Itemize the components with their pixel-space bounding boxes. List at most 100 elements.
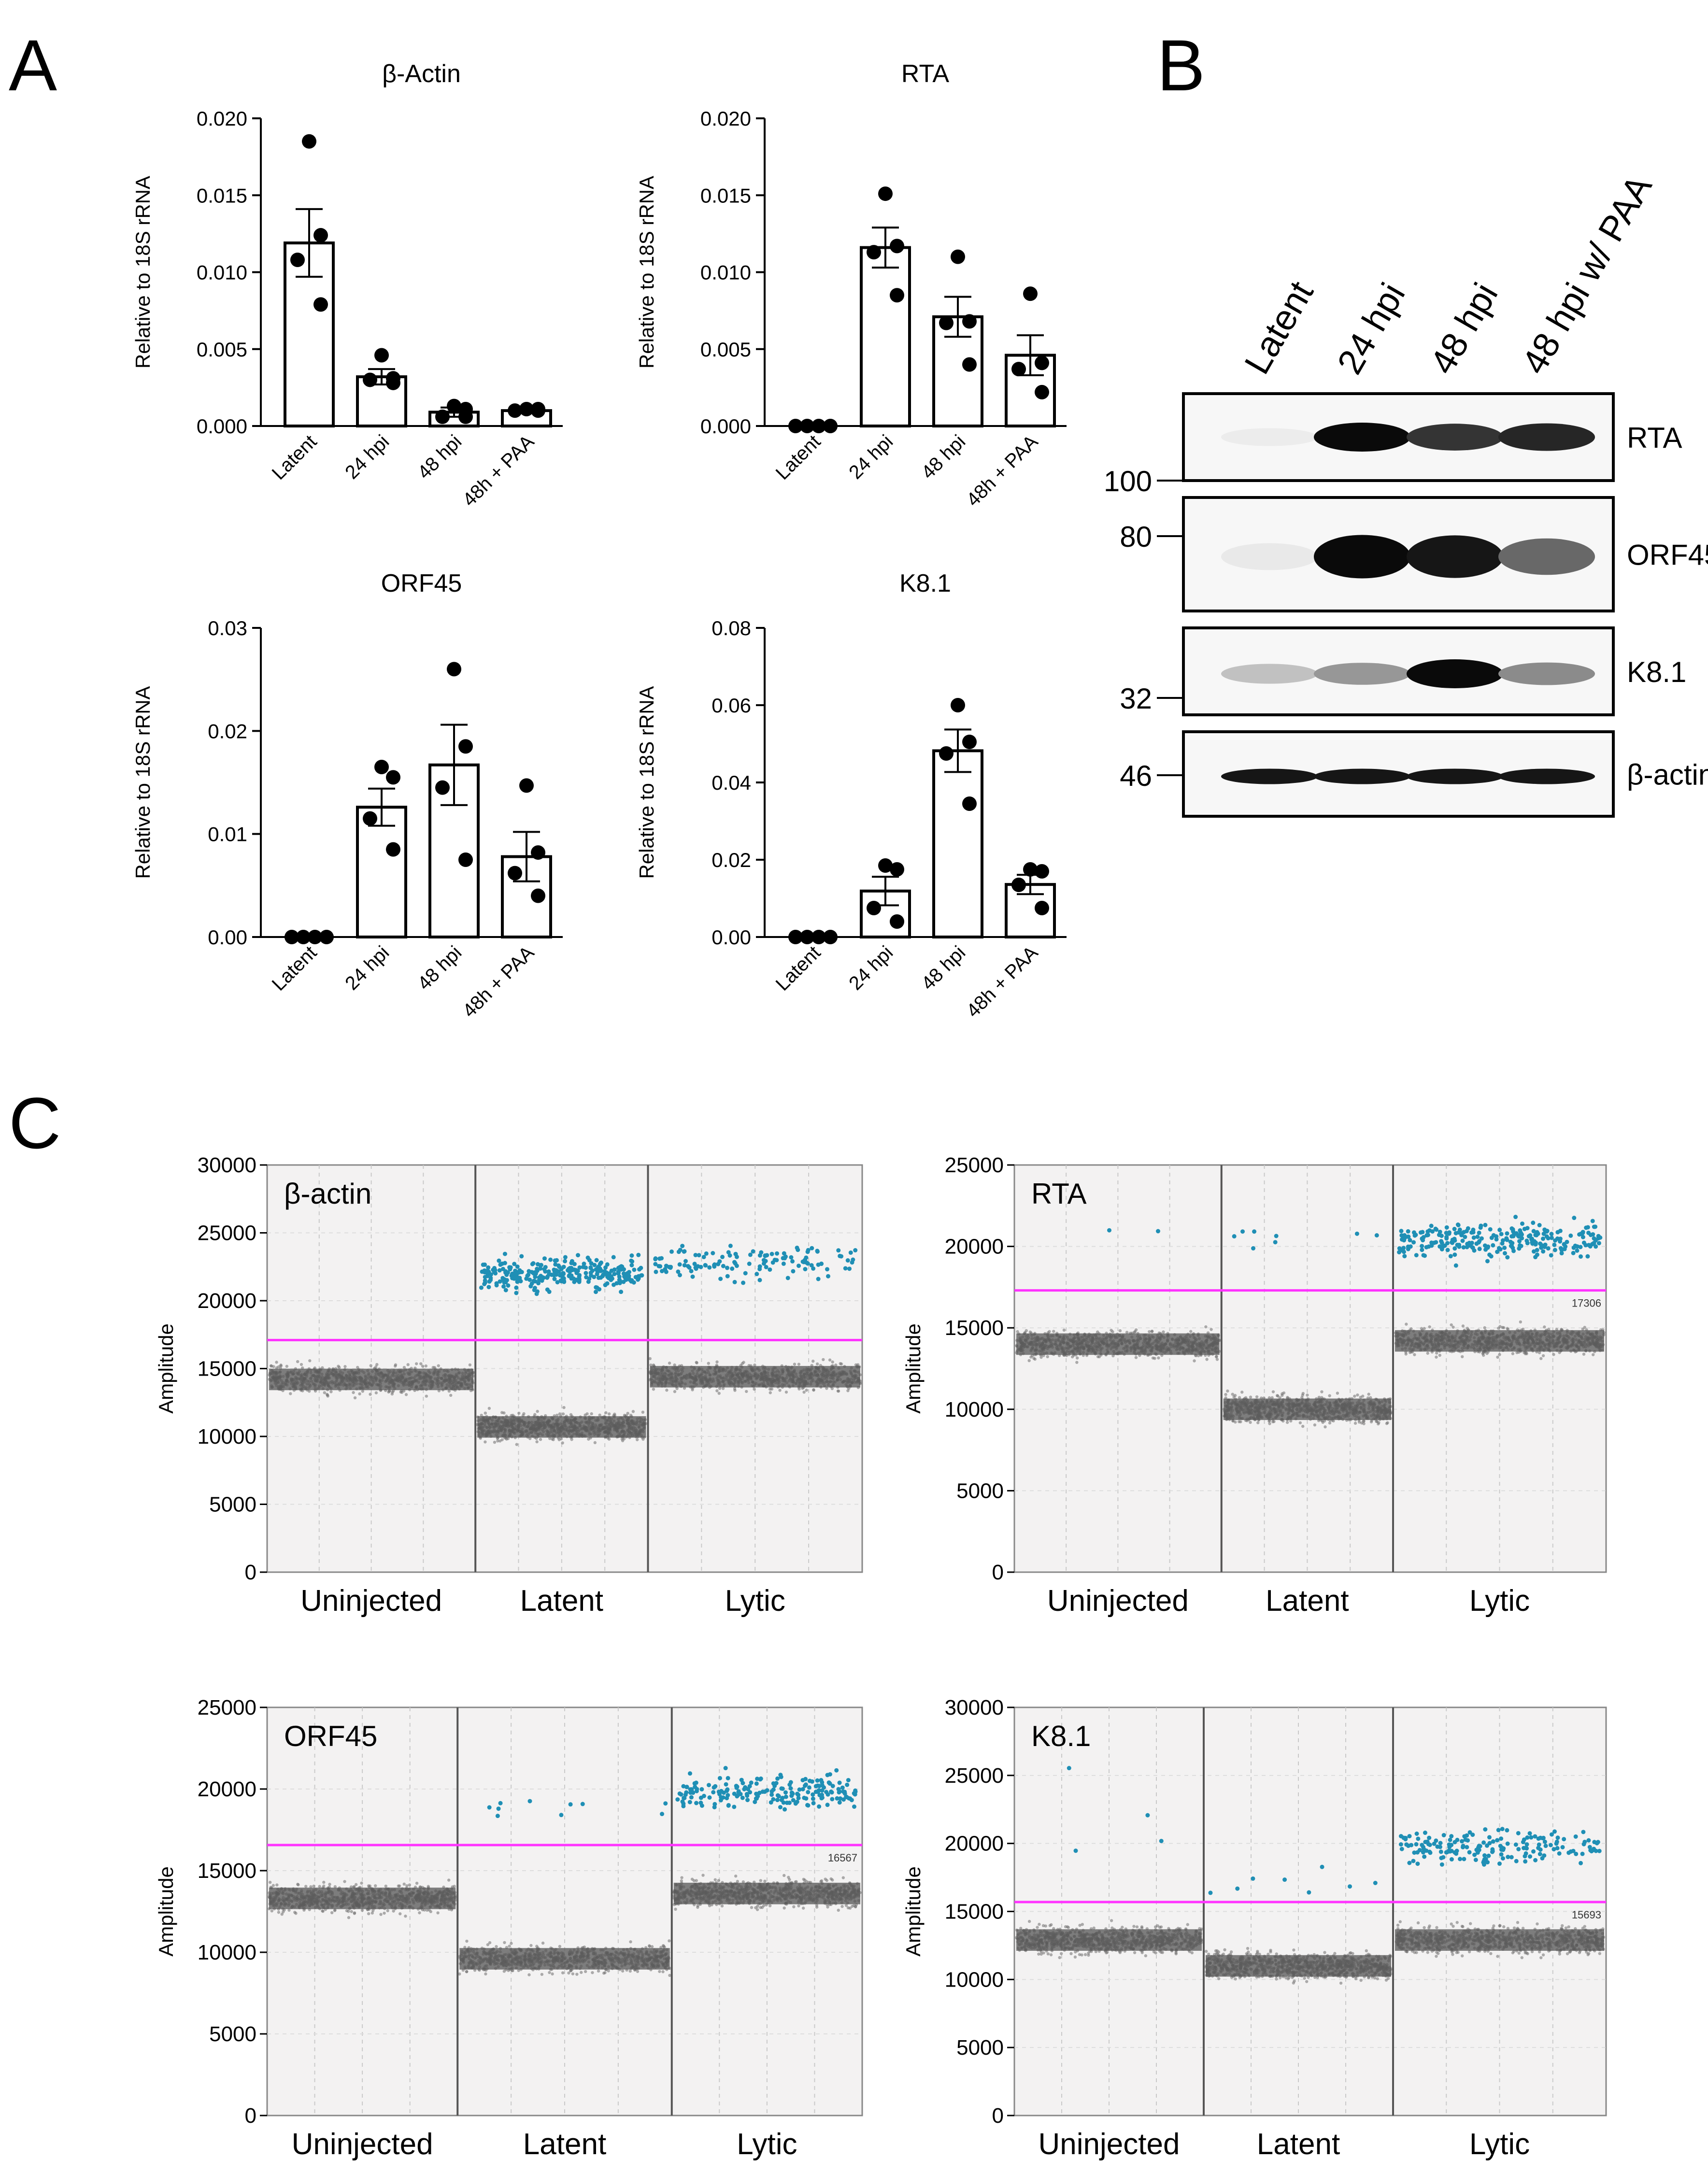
negative-droplet (352, 1391, 355, 1394)
positive-droplet (514, 1291, 519, 1295)
negative-droplet (668, 1362, 671, 1365)
positive-droplet (677, 1262, 682, 1267)
negative-droplet (406, 1363, 410, 1366)
positive-droplet (563, 1259, 568, 1264)
data-point (458, 409, 473, 424)
y-tick-label: 0.04 (712, 771, 751, 794)
positive-droplet (801, 1260, 806, 1264)
negative-droplet (493, 1440, 497, 1444)
x-tick-label: 48 hpi (917, 431, 969, 483)
y-tick-label: 30000 (198, 1153, 256, 1177)
positive-droplet (561, 1264, 566, 1269)
negative-droplet (562, 1406, 566, 1409)
positive-droplet (497, 1258, 501, 1263)
positive-droplet (617, 1278, 622, 1282)
negative-droplet (535, 1440, 539, 1444)
negative-droplet (1016, 1330, 1019, 1334)
y-tick-label: 0.03 (208, 617, 247, 639)
x-group-label: Uninjected (300, 1584, 442, 1618)
chart-title: β-Actin (382, 60, 461, 88)
positive-droplet (540, 1278, 544, 1283)
protein-label: β-actin (1627, 759, 1708, 791)
ddpcr-rta: 0500010000150002000025000AmplitudeRTA173… (902, 1153, 1607, 1618)
positive-droplet (743, 1271, 748, 1276)
chart-title: RTA (901, 60, 950, 88)
negative-droplet (1052, 1330, 1055, 1333)
negative-droplet (394, 1364, 397, 1368)
positive-droplet (574, 1271, 579, 1276)
negative-droplet (369, 1392, 372, 1396)
positive-droplet (727, 1253, 732, 1258)
positive-droplet (703, 1263, 708, 1267)
protein-label: RTA (1627, 422, 1682, 454)
positive-droplet (790, 1259, 795, 1264)
droplet-cluster-uninjected (268, 1359, 475, 1400)
y-tick-label: 5000 (956, 1479, 1004, 1503)
positive-droplet (508, 1265, 512, 1270)
negative-droplet (635, 1438, 639, 1441)
y-tick-label: 0.000 (197, 415, 247, 438)
negative-droplet (468, 1363, 472, 1367)
positive-droplet (816, 1277, 821, 1281)
positive-droplet (728, 1243, 733, 1248)
data-point (800, 419, 814, 433)
positive-droplet (733, 1261, 738, 1266)
y-tick-label: 0.010 (700, 261, 751, 284)
negative-droplet (404, 1393, 408, 1396)
positive-droplet (759, 1250, 764, 1255)
positive-droplet (598, 1262, 603, 1266)
positive-droplet (598, 1268, 603, 1273)
negative-droplet (1150, 1330, 1154, 1333)
positive-droplet (531, 1261, 536, 1266)
positive-droplet (680, 1244, 685, 1249)
positive-droplet (803, 1267, 808, 1272)
positive-droplet (839, 1254, 844, 1259)
y-tick-label: 0.000 (700, 415, 751, 438)
positive-droplet (721, 1264, 726, 1268)
negative-droplet (815, 1362, 819, 1366)
negative-droplet (1046, 1355, 1049, 1359)
positive-droplet (717, 1259, 722, 1264)
negative-droplet (1033, 1357, 1037, 1361)
negative-droplet (811, 1359, 815, 1363)
negative-droplet (374, 1391, 378, 1394)
positive-droplet (781, 1261, 786, 1266)
y-tick-label: 15000 (198, 1357, 256, 1381)
negative-droplet (515, 1443, 518, 1446)
negative-droplet (558, 1412, 562, 1416)
positive-droplet (836, 1248, 841, 1253)
lane-label: 48 hpi (1422, 276, 1506, 381)
positive-droplet (774, 1258, 779, 1263)
negative-droplet (1232, 1395, 1236, 1399)
negative-droplet (1193, 1359, 1196, 1363)
positive-droplet (587, 1276, 592, 1281)
blot-band (1221, 664, 1318, 684)
positive-droplet (707, 1265, 712, 1270)
positive-droplet (536, 1281, 541, 1286)
data-point (386, 375, 400, 390)
data-point (1023, 286, 1038, 301)
positive-droplet (603, 1283, 608, 1288)
positive-droplet (632, 1267, 637, 1272)
positive-droplet (525, 1273, 530, 1278)
x-tick-label: 48h + PAA (962, 942, 1042, 1022)
positive-droplet (527, 1278, 532, 1282)
positive-droplet (543, 1264, 548, 1269)
negative-droplet (561, 1441, 564, 1445)
negative-droplet (590, 1412, 593, 1416)
positive-droplet (480, 1269, 484, 1274)
negative-droplet (652, 1388, 655, 1391)
negative-droplet (484, 1440, 487, 1444)
positive-droplet (545, 1275, 550, 1280)
mw-marker: 100 (1104, 465, 1152, 497)
positive-droplet (482, 1281, 487, 1286)
positive-droplet (533, 1275, 538, 1279)
positive-droplet (553, 1258, 558, 1263)
negative-droplet (673, 1390, 677, 1393)
data-point (788, 419, 803, 433)
protein-label: K8.1 (1627, 656, 1686, 688)
y-tick-label: 0 (245, 1561, 256, 1584)
blot-band (1221, 428, 1318, 446)
